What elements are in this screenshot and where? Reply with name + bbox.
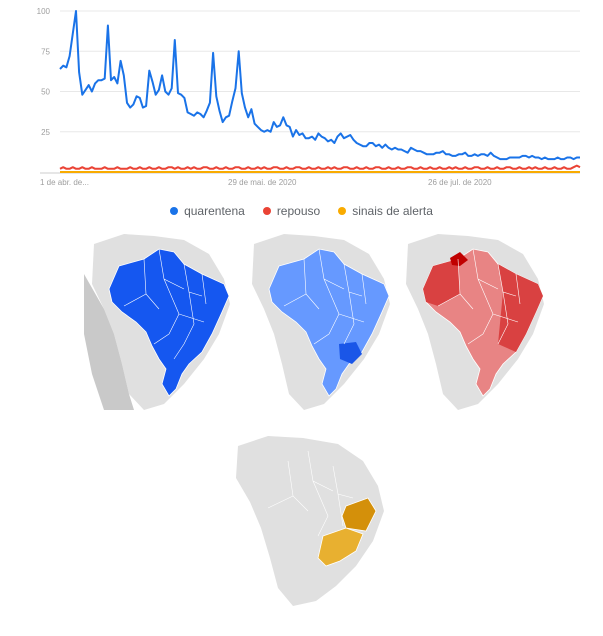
orange-states (317, 527, 364, 567)
west-coast-land (84, 274, 134, 410)
legend-item-repouso[interactable]: repouso (262, 204, 321, 218)
dark-states (423, 259, 543, 352)
y-tick-label: 75 (41, 47, 50, 56)
chart-legend: quarentena repouso sinais de alerta (0, 202, 603, 220)
trend-chart: 100 75 50 25 1 de abr. de... 29 de mai. de 2… (37, 7, 581, 187)
y-tick-label: 25 (41, 128, 50, 137)
dark-orange-state (341, 497, 377, 532)
x-tick-label: 26 de jul. de 2020 (428, 178, 492, 187)
highlighted-state (450, 252, 468, 266)
legend-label: repouso (276, 204, 321, 218)
map-repouso (406, 234, 544, 410)
south-america-land (236, 436, 384, 606)
legend-dot-quarentena (170, 207, 179, 215)
highlighted-state (339, 342, 362, 364)
chart-lines (59, 10, 581, 173)
legend-item-quarentena[interactable]: quarentena (170, 204, 245, 218)
map-quarentena-2 (252, 234, 390, 410)
legend-dot-repouso (262, 207, 271, 215)
state-borders (267, 450, 354, 537)
y-tick-label: 50 (41, 88, 50, 97)
series-line-repouso[interactable] (59, 164, 581, 170)
x-axis-ticks: 1 de abr. de... 29 de mai. de 2020 26 de j… (40, 178, 492, 187)
y-axis-ticks: 100 75 50 25 (37, 7, 51, 137)
legend-label: sinais de alerta (352, 204, 433, 218)
legend-label: quarentena (184, 204, 245, 218)
map-sinais-de-alerta (236, 436, 384, 606)
state-borders (437, 248, 521, 345)
map-quarentena-1 (84, 234, 230, 410)
x-tick-label: 1 de abr. de... (40, 178, 89, 187)
state-borders (283, 248, 367, 345)
legend-item-sinais-de-alerta[interactable]: sinais de alerta (338, 204, 433, 218)
chart-gridlines (40, 10, 580, 174)
legend-dot-sinais-de-alerta (338, 207, 347, 215)
series-line-quarentena[interactable] (59, 10, 580, 161)
y-tick-label: 100 (37, 7, 51, 16)
x-tick-label: 29 de mai. de 2020 (228, 178, 297, 187)
state-borders (123, 248, 207, 360)
